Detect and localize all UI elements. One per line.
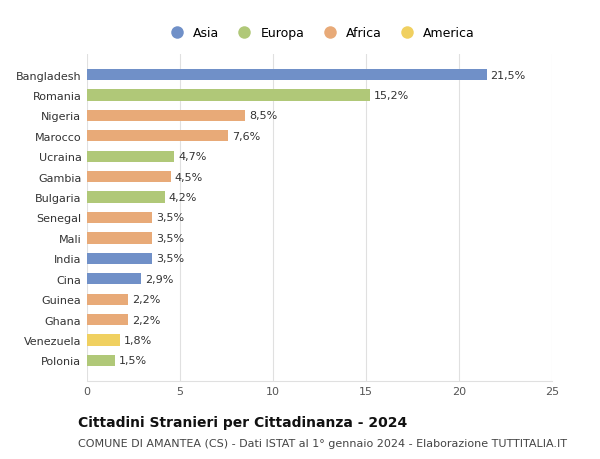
Text: COMUNE DI AMANTEA (CS) - Dati ISTAT al 1° gennaio 2024 - Elaborazione TUTTITALIA: COMUNE DI AMANTEA (CS) - Dati ISTAT al 1…	[78, 438, 567, 448]
Text: 2,9%: 2,9%	[145, 274, 173, 284]
Text: 8,5%: 8,5%	[249, 111, 277, 121]
Text: Cittadini Stranieri per Cittadinanza - 2024: Cittadini Stranieri per Cittadinanza - 2…	[78, 415, 407, 429]
Text: 21,5%: 21,5%	[491, 71, 526, 80]
Bar	[87, 233, 152, 244]
Bar	[87, 172, 170, 183]
Bar	[87, 274, 141, 285]
Text: 4,2%: 4,2%	[169, 193, 197, 203]
Legend: Asia, Europa, Africa, America: Asia, Europa, Africa, America	[160, 22, 479, 45]
Bar	[87, 111, 245, 122]
Bar	[87, 70, 487, 81]
Text: 4,5%: 4,5%	[175, 172, 203, 182]
Text: 15,2%: 15,2%	[373, 91, 409, 101]
Bar	[87, 294, 128, 305]
Bar	[87, 213, 152, 224]
Text: 2,2%: 2,2%	[131, 295, 160, 304]
Bar	[87, 253, 152, 264]
Bar	[87, 151, 175, 162]
Text: 2,2%: 2,2%	[131, 315, 160, 325]
Text: 4,7%: 4,7%	[178, 152, 206, 162]
Bar	[87, 192, 165, 203]
Bar	[87, 355, 115, 366]
Text: 7,6%: 7,6%	[232, 132, 260, 141]
Bar	[87, 314, 128, 325]
Bar	[87, 90, 370, 101]
Text: 1,8%: 1,8%	[124, 335, 152, 345]
Text: 3,5%: 3,5%	[156, 233, 184, 243]
Text: 3,5%: 3,5%	[156, 213, 184, 223]
Bar	[87, 335, 121, 346]
Text: 3,5%: 3,5%	[156, 254, 184, 264]
Text: 1,5%: 1,5%	[119, 356, 147, 365]
Bar	[87, 131, 229, 142]
